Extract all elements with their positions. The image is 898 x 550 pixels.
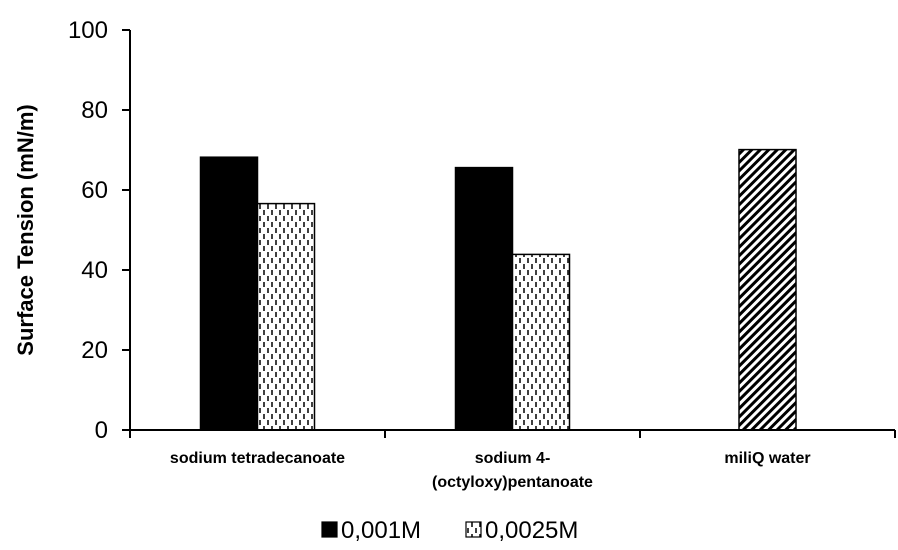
bar-0,001M-sodium 4- (octyloxy)pentanoate <box>454 166 514 431</box>
y-tick-label: 60 <box>81 177 108 204</box>
y-tick-label: 100 <box>68 17 108 44</box>
bar-0,0025M-sodium 4- (octyloxy)pentanoate <box>511 253 571 431</box>
y-tick-label: 40 <box>81 257 108 284</box>
y-axis-title: Surface Tension (mN/m) <box>13 104 38 355</box>
category-label: miliQ water <box>724 450 810 467</box>
y-tick-label: 0 <box>95 417 108 444</box>
category-label: sodium tetradecanoate <box>170 450 345 467</box>
legend: 0,001M 0,0025M <box>321 517 578 544</box>
y-tick-label: 80 <box>81 97 108 124</box>
bars-layer <box>199 148 797 431</box>
axes-layer <box>122 29 896 438</box>
legend-label-2: 0,0025M <box>485 517 578 544</box>
legend-swatch-2 <box>465 521 482 538</box>
category-label: sodium 4- <box>475 450 551 467</box>
y-tick-label: 20 <box>81 337 108 364</box>
legend-swatch-1 <box>321 521 338 538</box>
legend-label-1: 0,001M <box>341 517 421 544</box>
bar-0,0025M-sodium tetradecanoate <box>256 202 316 431</box>
category-label: (octyloxy)pentanoate <box>432 474 593 491</box>
bar-0,001M-miliQ water <box>738 148 797 431</box>
bar-0,001M-sodium tetradecanoate <box>199 156 259 431</box>
labels-layer: 0 20 40 60 80 100 sodium tetradecanoate sodium … <box>13 17 811 491</box>
